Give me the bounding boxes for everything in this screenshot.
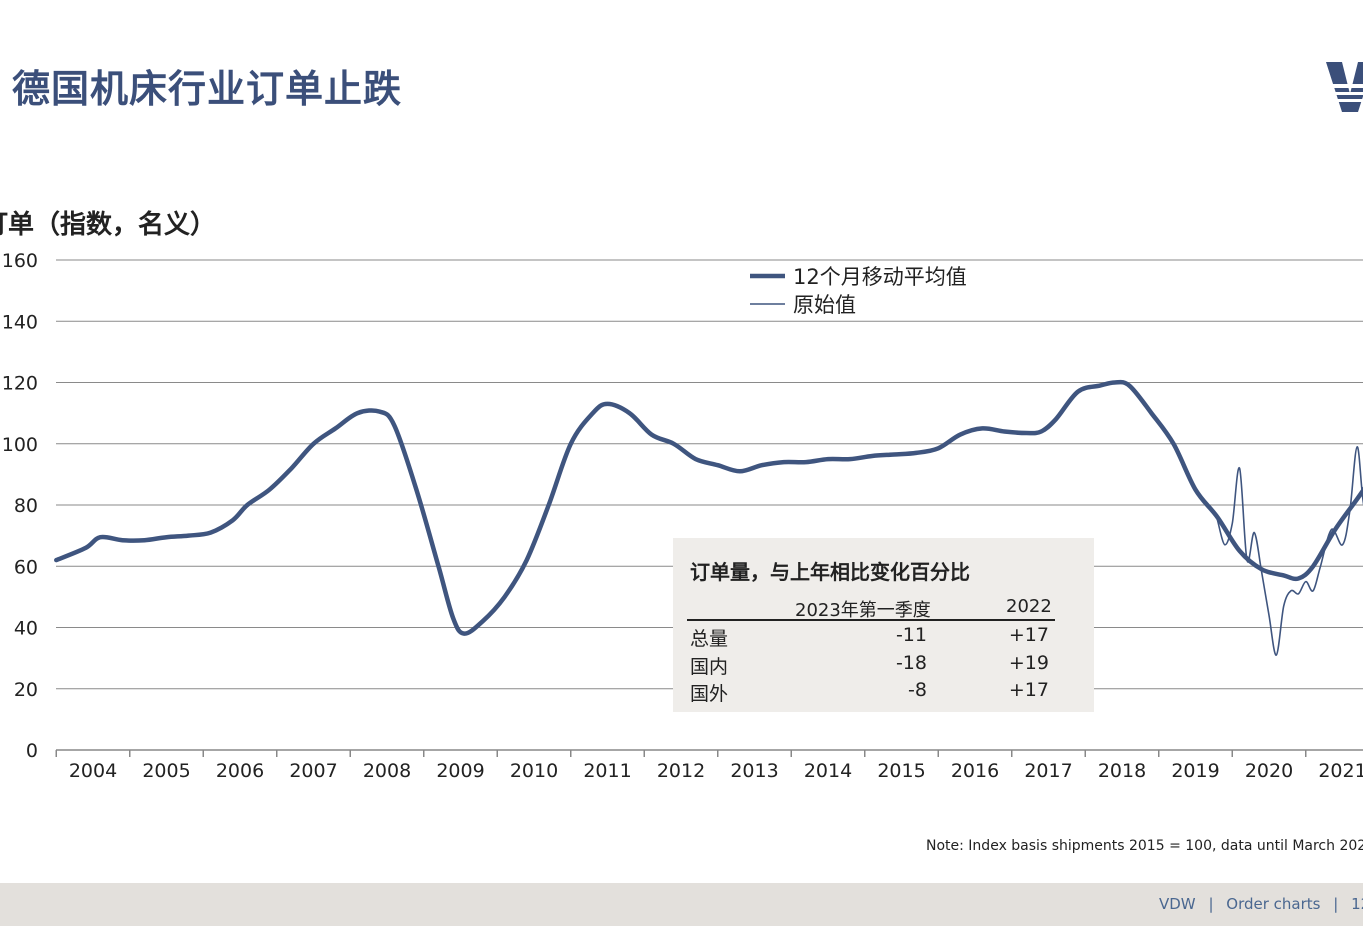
line-chart: 0 20 40 60 80 100 120 140 160 2004 2005 2006 2007 200… xyxy=(2,250,1363,782)
legend-label: 原始值 xyxy=(793,293,856,317)
footer-separator: | xyxy=(1208,895,1214,913)
x-tick-label: 2021 xyxy=(1318,760,1363,782)
table-row-label: 总量 xyxy=(690,628,729,650)
x-tick-label: 2012 xyxy=(657,760,705,782)
table-divider xyxy=(687,619,1055,621)
series-line-raw xyxy=(1216,445,1363,656)
x-tick-label: 2005 xyxy=(142,760,190,782)
y-tick-label: 60 xyxy=(14,556,38,578)
footer-separator: | xyxy=(1333,895,1339,913)
x-tick-label: 2011 xyxy=(583,760,631,782)
x-tick-label: 2010 xyxy=(510,760,558,782)
footer-bar: VDW | Order charts | 12.05 xyxy=(0,883,1363,926)
y-tick-label: 40 xyxy=(14,618,38,640)
x-tick-label: 2016 xyxy=(951,760,999,782)
table-cell-q1-2023: -8 xyxy=(908,679,927,701)
x-tick-label: 2007 xyxy=(289,760,337,782)
table-title: 订单量，与上年相比变化百分比 xyxy=(690,560,970,584)
chart-note: Note: Index basis shipments 2015 = 100, … xyxy=(926,838,1363,854)
x-tick-label: 2013 xyxy=(730,760,778,782)
table-header-2022: 2022 xyxy=(1006,596,1052,617)
table-row-label: 国内 xyxy=(690,656,729,678)
table-cell-2022: +17 xyxy=(1008,624,1049,646)
table-cell-2022: +17 xyxy=(1008,679,1049,701)
y-tick-label: 20 xyxy=(14,679,38,701)
footer-date: 12.05 xyxy=(1351,895,1363,913)
x-tick-label: 2017 xyxy=(1024,760,1072,782)
table-row-label: 国外 xyxy=(690,683,729,705)
x-tick-label: 2009 xyxy=(436,760,484,782)
y-axis-label: 订单（指数，名义） xyxy=(0,210,217,240)
x-tick-label: 2015 xyxy=(877,760,925,782)
y-tick-label: 100 xyxy=(2,434,38,456)
legend-label: 12个月移动平均值 xyxy=(793,265,967,289)
footer-org: VDW xyxy=(1159,895,1196,913)
x-tick-label: 2008 xyxy=(363,760,411,782)
table-header-q1-2023: 2023年第一季度 xyxy=(795,600,931,621)
orders-change-table: 订单量，与上年相比变化百分比 2023年第一季度 2022 总量 -11 +17… xyxy=(673,538,1094,712)
y-tick-label: 120 xyxy=(2,373,38,395)
x-tick-label: 2014 xyxy=(804,760,852,782)
table-cell-q1-2023: -18 xyxy=(895,652,927,674)
x-tick-label: 2018 xyxy=(1098,760,1146,782)
y-tick-label: 0 xyxy=(26,740,38,762)
table-cell-q1-2023: -11 xyxy=(895,624,927,646)
x-tick-label: 2004 xyxy=(69,760,117,782)
page-title: 德国机床行业订单止跌 xyxy=(12,67,403,111)
y-tick-label: 160 xyxy=(2,250,38,272)
footer-text: VDW | Order charts | 12.05 xyxy=(1159,895,1363,913)
vdw-logo-icon xyxy=(1322,58,1363,114)
y-tick-label: 80 xyxy=(14,495,38,517)
y-tick-label: 140 xyxy=(2,311,38,333)
table-cell-2022: +19 xyxy=(1008,652,1049,674)
x-tick-label: 2019 xyxy=(1171,760,1219,782)
series-line-moving-average xyxy=(54,379,1363,636)
footer-section: Order charts xyxy=(1226,895,1321,913)
x-tick-label: 2006 xyxy=(216,760,264,782)
x-tick-label: 2020 xyxy=(1245,760,1293,782)
